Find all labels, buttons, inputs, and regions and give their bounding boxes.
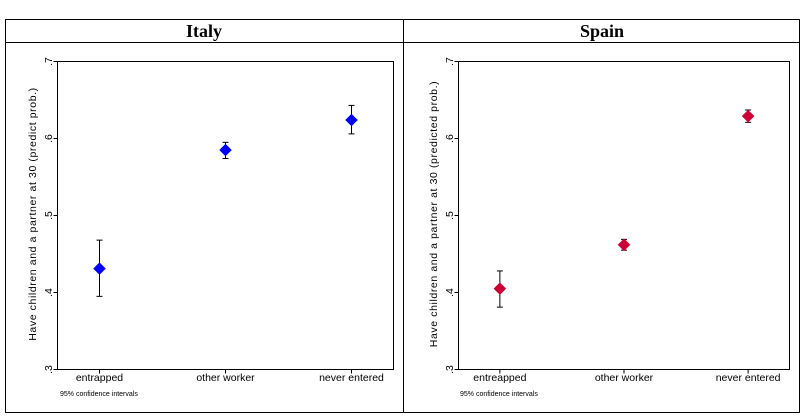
data-point	[219, 143, 232, 157]
x-tick-label: never entered	[716, 372, 781, 384]
y-tick-label: .3	[444, 365, 456, 374]
ci-note-italy: 95% confidence intervals	[60, 391, 138, 398]
y-tick-label: .5	[43, 211, 55, 220]
y-ticks-spain: .3 .4 .5 .6 .7	[444, 57, 459, 374]
points-spain	[493, 109, 755, 296]
x-tick-label: entrapped	[76, 372, 123, 384]
y-tick-label: .7	[43, 57, 55, 66]
y-axis-label-spain: Have children and a partner at 30 (predi…	[428, 81, 440, 347]
x-ticks-spain: entreapped other worker never entered	[473, 369, 781, 384]
chart-spain: Have children and a partner at 30 (predi…	[428, 57, 790, 398]
chart-italy: Have children and a partner at 30 (predi…	[27, 57, 394, 398]
x-tick-label: other worker	[196, 372, 255, 384]
plot-area-italy	[57, 61, 394, 370]
y-axis-label-italy: Have children and a partner at 30 (predi…	[27, 87, 39, 341]
y-tick-label: .3	[43, 365, 55, 374]
ci-note-spain: 95% confidence intervals	[460, 391, 538, 398]
ci-bars-italy	[96, 104, 355, 297]
y-tick-label: .4	[444, 288, 456, 297]
plot-area-spain	[458, 61, 790, 370]
y-tick-label: .4	[43, 288, 55, 297]
y-tick-label: .7	[444, 57, 456, 66]
data-point	[741, 109, 755, 123]
y-ticks-italy: .3 .4 .5 .6 .7	[43, 57, 58, 374]
data-point	[345, 113, 358, 127]
x-tick-label: entreapped	[473, 372, 526, 384]
x-ticks-italy: entrapped other worker never entered	[76, 369, 384, 384]
data-point	[617, 238, 631, 252]
panel-title-italy: Italy	[186, 21, 222, 41]
table-frame	[5, 19, 800, 413]
y-tick-label: .6	[43, 134, 55, 143]
ci-bars-spain	[496, 109, 752, 308]
points-italy	[93, 113, 358, 275]
x-tick-label: other worker	[595, 372, 654, 384]
y-tick-label: .5	[444, 211, 456, 220]
data-point	[493, 282, 507, 296]
data-point	[93, 262, 106, 275]
panel-title-spain: Spain	[580, 21, 624, 41]
x-tick-label: never entered	[319, 372, 384, 384]
y-tick-label: .6	[444, 134, 456, 143]
